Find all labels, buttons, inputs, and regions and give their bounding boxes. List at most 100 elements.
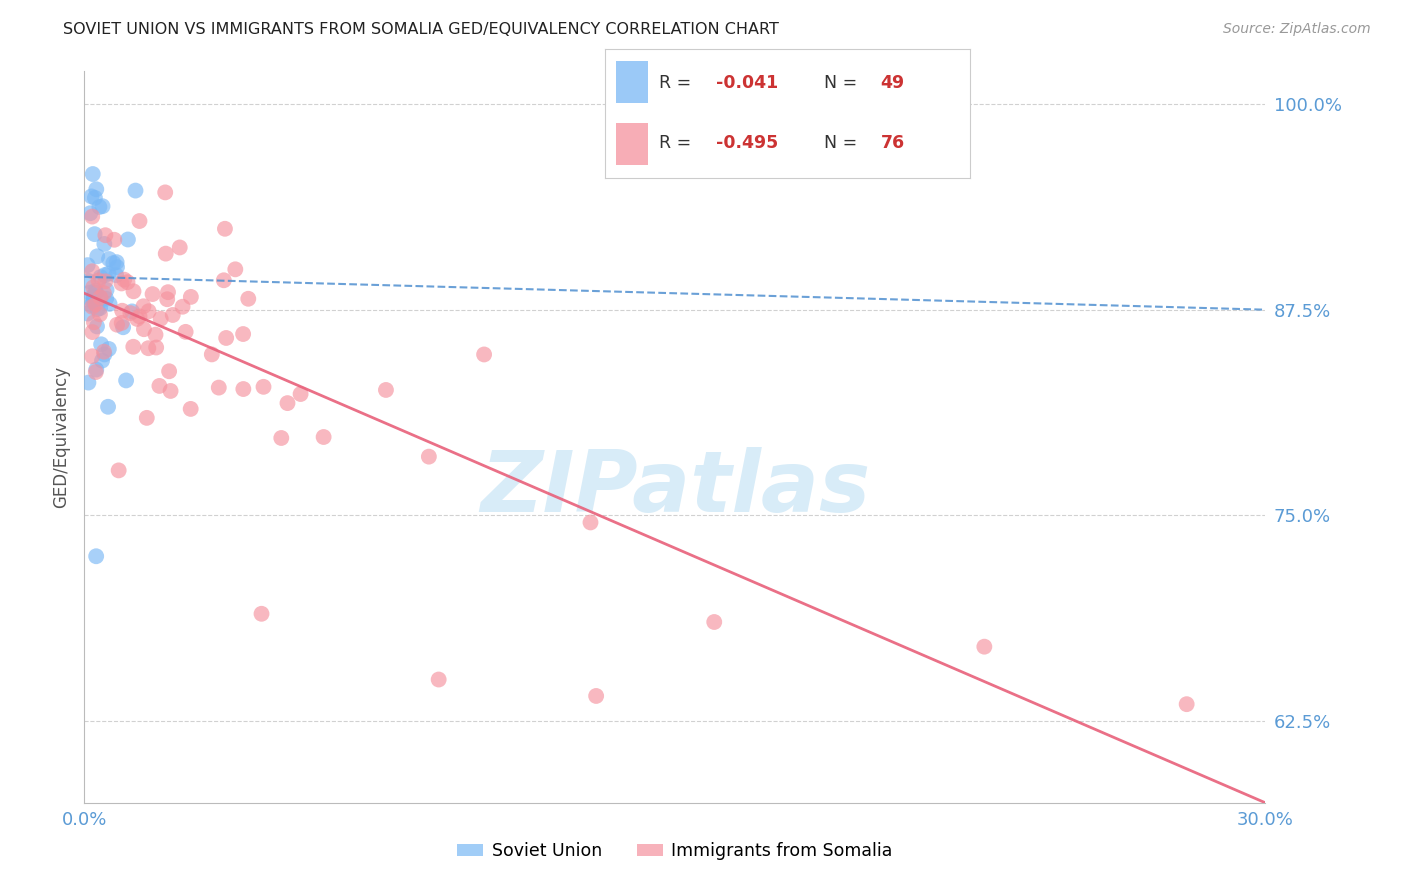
Point [149, 311, 172, 326]
Point [89, 200, 111, 214]
Point [80, 298, 103, 312]
Text: N =: N = [824, 74, 863, 92]
Point [1175, 697, 1198, 711]
Point [110, 277, 132, 291]
FancyBboxPatch shape [616, 123, 648, 166]
Point [208, 381, 231, 395]
Point [232, 382, 254, 396]
Point [93, 236, 115, 251]
Point [180, 401, 202, 416]
Point [290, 387, 312, 401]
Point [132, 299, 155, 313]
Point [82, 210, 104, 224]
Point [97, 342, 120, 356]
Point [83, 227, 105, 241]
Point [94, 292, 117, 306]
Point [157, 364, 180, 378]
Point [105, 318, 128, 332]
Point [76, 258, 98, 272]
Point [579, 516, 602, 530]
Point [93, 286, 115, 301]
Point [80, 189, 103, 203]
Point [103, 233, 125, 247]
Point [91, 199, 114, 213]
Point [127, 312, 149, 326]
Point [82, 300, 104, 314]
Text: SOVIET UNION VS IMMIGRANTS FROM SOMALIA GED/EQUIVALENCY CORRELATION CHART: SOVIET UNION VS IMMIGRANTS FROM SOMALIA … [63, 22, 779, 37]
Point [84, 297, 107, 311]
FancyBboxPatch shape [616, 61, 648, 103]
Point [89, 307, 111, 321]
Point [105, 255, 128, 269]
Point [214, 221, 236, 235]
Point [117, 275, 139, 289]
Point [83, 294, 105, 309]
Point [112, 320, 135, 334]
Point [105, 268, 128, 282]
Point [97, 267, 120, 281]
Point [132, 322, 155, 336]
Point [98, 297, 121, 311]
Point [252, 380, 274, 394]
Point [76, 307, 98, 321]
Point [93, 347, 115, 361]
Point [84, 549, 107, 564]
Point [135, 410, 157, 425]
Point [155, 246, 177, 260]
Point [472, 347, 495, 361]
Point [703, 615, 725, 629]
Point [82, 280, 104, 294]
Point [97, 400, 120, 414]
Point [155, 186, 177, 200]
Point [94, 228, 117, 243]
Point [83, 315, 105, 329]
Point [138, 304, 160, 318]
Point [418, 450, 440, 464]
Point [112, 273, 135, 287]
Point [136, 341, 159, 355]
Point [89, 291, 111, 305]
Point [82, 264, 104, 278]
Point [145, 327, 167, 342]
Point [215, 331, 238, 345]
Point [82, 167, 104, 181]
Point [79, 285, 101, 300]
Point [148, 379, 170, 393]
Text: 76: 76 [880, 135, 904, 153]
Point [120, 306, 142, 320]
Point [427, 673, 450, 687]
Point [86, 319, 108, 334]
Point [77, 274, 100, 288]
Point [159, 384, 181, 398]
Point [84, 362, 107, 376]
Text: Source: ZipAtlas.com: Source: ZipAtlas.com [1223, 22, 1371, 37]
Point [93, 344, 115, 359]
Point [180, 290, 202, 304]
Point [84, 365, 107, 379]
Text: 49: 49 [880, 74, 904, 92]
Point [111, 303, 134, 318]
Point [84, 284, 107, 298]
Point [122, 285, 145, 299]
Point [224, 262, 246, 277]
Point [122, 340, 145, 354]
Text: R =: R = [659, 74, 697, 92]
Point [156, 292, 179, 306]
Point [169, 240, 191, 254]
Text: -0.041: -0.041 [716, 74, 779, 92]
Point [374, 383, 396, 397]
Point [270, 431, 292, 445]
Text: N =: N = [824, 135, 863, 153]
Point [128, 214, 150, 228]
Text: ZIPatlas: ZIPatlas [479, 447, 870, 530]
Point [82, 349, 104, 363]
Point [115, 373, 138, 387]
Point [86, 249, 108, 263]
Point [83, 290, 105, 304]
Point [121, 304, 143, 318]
Point [83, 289, 105, 303]
Text: -0.495: -0.495 [716, 135, 779, 153]
Point [107, 463, 129, 477]
Point [124, 184, 146, 198]
Point [90, 337, 112, 351]
